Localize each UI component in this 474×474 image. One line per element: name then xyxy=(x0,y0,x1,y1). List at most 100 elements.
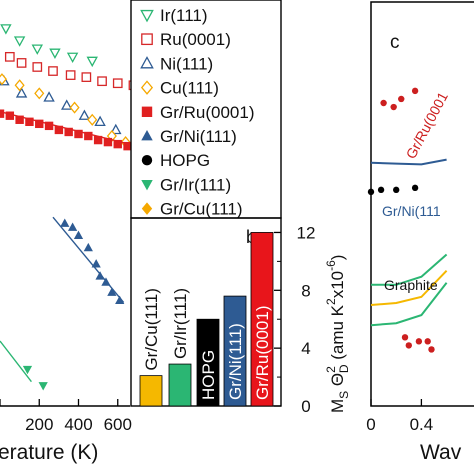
legend-label-gr-ni-111: Gr/Ni(111) xyxy=(160,127,237,146)
marker-gr-ru-0001 xyxy=(25,117,34,126)
marker-gr-ru-0001 xyxy=(15,115,24,124)
panel-a-x-tick-label: 400 xyxy=(64,415,92,434)
panel-a-ticks: 200 400 600 xyxy=(0,399,132,434)
marker-ni-111 xyxy=(61,99,73,110)
point-gr-ru-0001 xyxy=(398,95,405,103)
marker-ir-111 xyxy=(66,52,79,64)
point-graphite xyxy=(393,186,400,194)
curve-gr-ni-111 xyxy=(370,158,447,166)
marker-cu-111 xyxy=(69,101,80,114)
panel-b: b Gr/Cu(111)Gr/Ir(111)HOPGGr/Ni(111)Gr/R… xyxy=(130,217,351,416)
marker-gr-ru-0001 xyxy=(84,131,93,141)
legend-marker-hopg xyxy=(141,155,153,166)
marker-gr-ni-111 xyxy=(95,271,105,280)
marker-gr-ir-111 xyxy=(38,382,48,391)
marker-ir-111 xyxy=(86,56,98,68)
panel-a-series xyxy=(0,24,143,391)
panel-a: 200 400 600 erature (K) xyxy=(0,24,143,464)
annotation-graphite: Graphite xyxy=(384,277,438,293)
marker-gr-ni-111 xyxy=(91,259,101,268)
panel-c: c Gr/Ru(0001 Gr/Ni(111 Graphite 0 0.4 Wav xyxy=(366,1,474,464)
marker-gr-ni-111 xyxy=(73,230,84,240)
marker-gr-ni-111 xyxy=(83,242,93,252)
point-gr-ru-0001 xyxy=(411,87,419,95)
panel-b-y-tick-label: 8 xyxy=(301,281,310,300)
marker-ru-0001 xyxy=(48,66,58,76)
bar-label-gr-ru-0001: Gr/Ru(0001) xyxy=(253,306,272,400)
marker-ru-0001 xyxy=(16,58,27,68)
legend-marker-gr-ir-111 xyxy=(141,179,153,191)
annotation-gr-ru: Gr/Ru(0001 xyxy=(403,89,452,161)
legend-marker-gr-cu-111 xyxy=(141,202,153,215)
legend-marker-ni-111 xyxy=(140,56,154,69)
marker-ru-0001 xyxy=(65,70,76,80)
marker-gr-ru-0001 xyxy=(93,135,103,145)
point-gr-ru-0001 xyxy=(390,103,397,111)
marker-cu-111 xyxy=(87,113,98,126)
panel-c-x-axis-label: Wav xyxy=(420,441,462,464)
point-graphite xyxy=(411,184,419,192)
legend-marker-gr-ni-111 xyxy=(141,130,153,141)
bar-label-hopg: HOPG xyxy=(199,350,218,400)
marker-gr-ir-111 xyxy=(22,365,33,375)
marker-ru-0001 xyxy=(4,51,15,62)
bar-gr-cu-111 xyxy=(139,375,163,407)
marker-gr-ru-0001 xyxy=(54,125,64,135)
marker-ni-111 xyxy=(15,87,28,98)
marker-ni-111 xyxy=(94,115,106,127)
point-gr-ru-0001 xyxy=(428,346,435,353)
marker-ru-0001 xyxy=(32,62,43,72)
marker-ir-111 xyxy=(13,36,26,47)
marker-ru-0001 xyxy=(97,76,107,87)
marker-gr-ni-111 xyxy=(60,218,70,227)
marker-gr-ru-0001 xyxy=(103,137,113,147)
marker-cu-111 xyxy=(14,79,25,92)
marker-gr-ni-111 xyxy=(115,295,125,305)
marker-gr-ni-111 xyxy=(107,287,117,296)
legend-label-ni-111: Ni(111) xyxy=(160,54,213,73)
marker-gr-ru-0001 xyxy=(44,121,54,131)
panel-b-y-tick-label: 12 xyxy=(297,223,316,242)
legend-marker-cu-111 xyxy=(140,80,154,95)
point-gr-ru-0001 xyxy=(424,338,431,345)
panel-b-ticks: 0 4 8 12 xyxy=(274,223,315,416)
marker-gr-ru-0001 xyxy=(5,111,15,120)
legend-label-hopg: HOPG xyxy=(160,151,210,170)
panel-a-x-tick-label: 600 xyxy=(104,415,132,434)
marker-gr-ni-111 xyxy=(67,222,78,231)
point-gr-ru-0001 xyxy=(405,342,412,349)
panel-c-label: c xyxy=(390,32,400,53)
legend-label-gr-ir-111: Gr/Ir(111) xyxy=(160,175,231,194)
legend-label-cu-111: Cu(111) xyxy=(160,79,219,98)
panel-a-x-axis-label: erature (K) xyxy=(0,441,98,464)
legend-label-gr-ru-0001: Gr/Ru(0001) xyxy=(160,103,254,122)
marker-ir-111 xyxy=(49,48,61,59)
legend-marker-ru-0001 xyxy=(141,33,153,46)
curve-green-1 xyxy=(371,253,448,286)
panel-c-frame xyxy=(370,1,474,407)
marker-ru-0001 xyxy=(112,78,123,89)
legend-marker-ir-111 xyxy=(140,9,154,23)
bar-label-gr-ni-111: Gr/Ni(111) xyxy=(226,323,245,400)
panel-c-x-tick-label: 0 xyxy=(366,415,375,434)
annotation-gr-ni: Gr/Ni(111 xyxy=(382,203,441,219)
marker-ir-111 xyxy=(0,24,12,35)
marker-gr-ru-0001 xyxy=(74,129,83,139)
legend: Ir(111) Ru(0001) Ni(111) Cu(111) Gr/Ru(0001)… xyxy=(130,0,282,219)
legend-marker-gr-ru-0001 xyxy=(141,106,153,117)
point-gr-ru-0001 xyxy=(415,338,423,345)
panel-b-y-axis-label: MS Θ2D (amu K2x10-6) xyxy=(324,255,351,413)
panel-c-series xyxy=(367,87,448,353)
panel-c-x-tick-label: 0.4 xyxy=(410,415,434,434)
bar-label-gr-cu-111: Gr/Cu(111) xyxy=(142,288,161,371)
legend-label-ru-0001: Ru(0001) xyxy=(160,30,231,49)
marker-ni-111 xyxy=(110,123,122,135)
legend-label-ir-111: Ir(111) xyxy=(160,6,208,25)
marker-ru-0001 xyxy=(81,72,92,82)
bar-label-gr-ir-111: Gr/Ir(111) xyxy=(171,288,190,359)
panel-c-ticks: 0 0.4 xyxy=(366,399,433,434)
bar-gr-ni-111 xyxy=(223,295,247,407)
legend-items: Ir(111) Ru(0001) Ni(111) Cu(111) Gr/Ru(0001)… xyxy=(140,6,254,219)
point-graphite xyxy=(367,188,375,196)
